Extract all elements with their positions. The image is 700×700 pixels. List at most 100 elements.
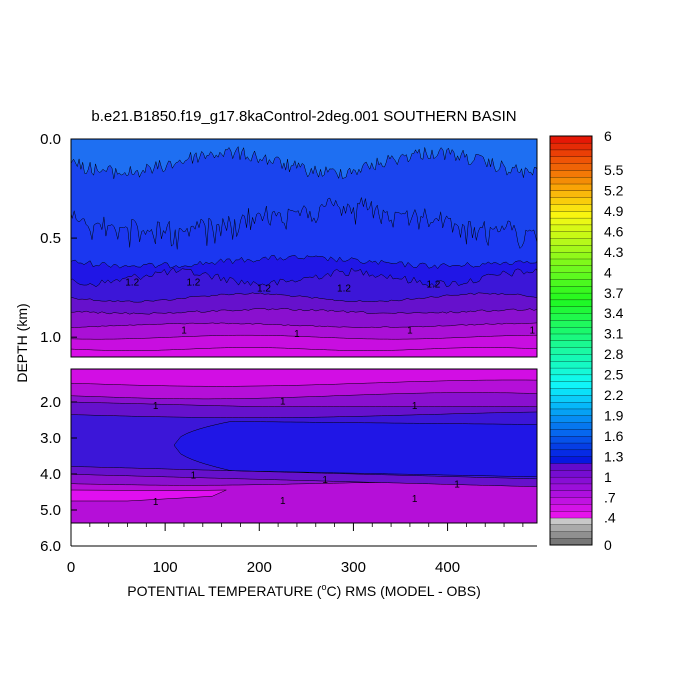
- colorbar-bin: [549, 367, 593, 376]
- upper-panel: 1.2 1.2 1.2 1.2 1.2 1 1 1 1: [71, 139, 537, 357]
- x-tick-label: 200: [247, 559, 272, 576]
- colorbar-bin: [549, 353, 593, 362]
- colorbar-bin: [549, 524, 593, 532]
- colorbar-bin: [549, 422, 593, 430]
- contour-label: 1: [280, 396, 286, 407]
- colorbar-label: 2.5: [604, 367, 624, 383]
- colorbar-bin: [549, 333, 593, 341]
- x-tick-label: 0: [67, 559, 75, 576]
- lower-panel-frame: [70, 368, 538, 524]
- x-axis-label-end: C) RMS (MODEL - OBS): [326, 583, 480, 599]
- contour-label: 1: [322, 475, 328, 486]
- colorbar-bin: [549, 292, 593, 301]
- contour-label: 1: [153, 497, 159, 508]
- colorbar-bin: [549, 238, 593, 246]
- chart-title: b.e21.B1850.f19_g17.8kaControl-2deg.001 …: [91, 108, 516, 125]
- colorbar-label: 2.8: [604, 346, 624, 362]
- colorbar-label: 4.6: [604, 223, 624, 239]
- colorbar-bin: [549, 313, 593, 321]
- colorbar-bin: [549, 299, 593, 307]
- colorbar-bin: [549, 183, 593, 191]
- colorbar-bin: [549, 306, 593, 314]
- contour-label: 1.2: [337, 284, 351, 295]
- colorbar-bin: [549, 538, 593, 546]
- x-axis-label: POTENTIAL TEMPERATURE (oC) RMS (MODEL - …: [127, 582, 481, 599]
- colorbar-bin: [549, 272, 593, 280]
- contour-label: 1: [454, 480, 460, 491]
- contour-label: 1: [191, 470, 197, 481]
- colorbar-bin: [549, 340, 593, 348]
- x-tick-label: 300: [341, 559, 366, 576]
- colorbar-bin: [549, 381, 593, 389]
- colorbar-bin: [549, 176, 593, 185]
- contour-label: 1: [181, 325, 187, 336]
- colorbar-label: 1.3: [604, 448, 624, 464]
- x-tick-label: 100: [153, 559, 178, 576]
- contour-label: 1: [530, 325, 536, 336]
- colorbar-bin: [549, 319, 593, 328]
- colorbar-bin: [549, 490, 593, 498]
- colorbar-bin: [549, 149, 593, 157]
- y-tick-label: 4.0: [40, 466, 61, 483]
- colorbar-label: 5.5: [604, 162, 624, 178]
- colorbar-bin: [549, 285, 593, 294]
- colorbar-bin: [549, 326, 593, 335]
- colorbar-label: 5.2: [604, 183, 624, 199]
- y-tick-label: 1.0: [40, 329, 61, 346]
- x-tick-label: 400: [435, 559, 460, 576]
- colorbar-label: 3.1: [604, 326, 624, 342]
- contour-label: 1: [412, 494, 418, 505]
- y-tick-label: 0.5: [40, 230, 61, 247]
- colorbar-bin: [549, 503, 593, 512]
- y-tick-label: 5.0: [40, 502, 61, 519]
- x-axis-label-degree: o: [321, 582, 326, 592]
- colorbar-bin: [549, 442, 593, 451]
- colorbar-bin: [549, 483, 593, 491]
- colorbar-bin: [549, 156, 593, 164]
- colorbar-bin: [549, 251, 593, 260]
- colorbar-label: 3.4: [604, 305, 624, 321]
- colorbar-label: 1: [604, 469, 612, 485]
- upper-band-1-8: [71, 139, 537, 180]
- y-tick-label: 0.0: [40, 131, 61, 148]
- upper-band-0-7: [71, 347, 537, 357]
- colorbar-bin: [549, 258, 593, 266]
- colorbar-bin: [549, 510, 593, 519]
- y-tick-label: 2.0: [40, 394, 61, 411]
- colorbar-bin: [549, 531, 593, 539]
- colorbar-bin: [549, 360, 593, 369]
- colorbar-label: 6: [604, 128, 612, 144]
- colorbar-label: 2.2: [604, 387, 624, 403]
- contour-label: 1: [294, 329, 300, 340]
- upper-panel-frame: [70, 138, 538, 358]
- y-axis-label: DEPTH (km): [14, 303, 30, 382]
- contour-label: 1.2: [426, 280, 440, 291]
- y-tick-label: 6.0: [40, 538, 61, 555]
- colorbar-label: 1.6: [604, 428, 624, 444]
- colorbar-bin: [549, 435, 593, 444]
- colorbar-bin: [549, 374, 593, 382]
- colorbar-label: 4.9: [604, 203, 624, 219]
- colorbar-bin: [549, 135, 593, 144]
- colorbar-bin: [549, 278, 593, 287]
- contour-label: 1.2: [125, 278, 139, 289]
- colorbar-bin: [549, 456, 593, 464]
- lower-band-1-2: [174, 421, 537, 478]
- colorbar-label: 1.9: [604, 408, 624, 424]
- colorbar-label: .7: [604, 489, 616, 505]
- colorbar-bin: [549, 204, 593, 212]
- contour-label: 1: [280, 496, 286, 507]
- colorbar-bin: [549, 244, 593, 253]
- contour-label: 1: [407, 325, 413, 336]
- colorbar-bin: [549, 142, 593, 151]
- colorbar-bin: [549, 217, 593, 226]
- contour-label: 1: [412, 401, 418, 412]
- colorbar-bin: [549, 415, 593, 423]
- colorbar-bin: [549, 428, 593, 437]
- x-axis-label-start: POTENTIAL TEMPERATURE (: [127, 583, 322, 599]
- colorbar-bin: [549, 190, 593, 198]
- lower-contour-labels: 1 1 1 1 1 1 1 1 1: [153, 396, 460, 508]
- colorbar-label: 3.7: [604, 285, 624, 301]
- colorbar-label: 4.3: [604, 244, 624, 260]
- colorbar-bin: [549, 394, 593, 403]
